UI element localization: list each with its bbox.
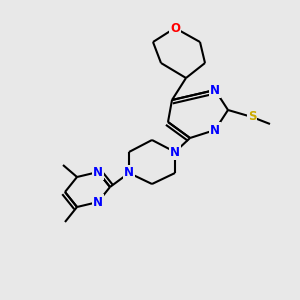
Text: O: O [170,22,180,34]
Text: N: N [93,166,103,178]
Text: N: N [170,146,180,158]
Text: S: S [248,110,256,124]
Text: N: N [124,167,134,179]
Text: N: N [210,124,220,136]
Text: N: N [210,83,220,97]
Text: N: N [93,196,103,208]
